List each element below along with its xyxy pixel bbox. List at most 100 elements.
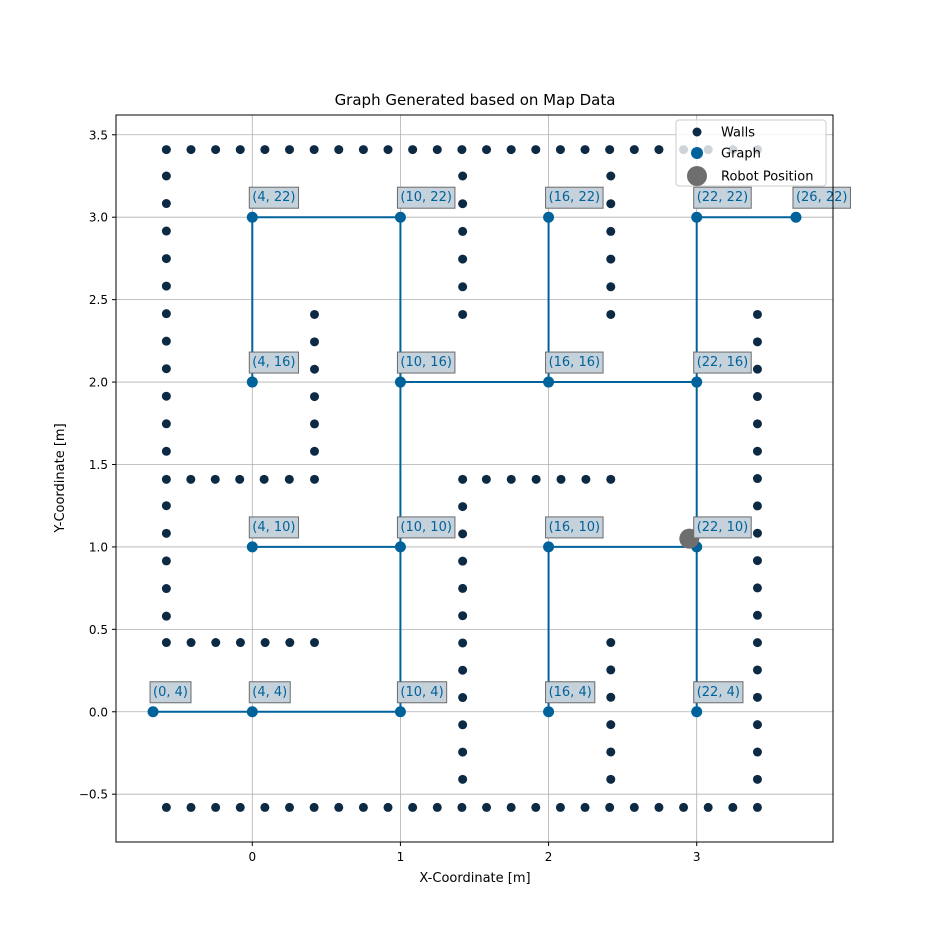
- node-label-text: (22, 10): [697, 520, 749, 535]
- node-label: (22, 4): [693, 681, 744, 704]
- wall-point: [210, 474, 220, 484]
- graph-nodes: [147, 211, 802, 718]
- graph-node: [691, 376, 703, 388]
- y-axis-ticks: −0.5 0.0 0.5 1.0 1.5 2.0 2.5 3.0 3.5: [79, 128, 116, 802]
- wall-point: [186, 474, 196, 484]
- wall-point: [752, 364, 762, 374]
- node-label-box: [396, 516, 456, 539]
- node-label-text: (16, 16): [549, 355, 601, 370]
- wall-point: [161, 446, 171, 456]
- wall-point: [458, 638, 468, 648]
- legend-marker: [687, 166, 707, 186]
- wall-point: [606, 720, 616, 730]
- wall-point: [556, 474, 566, 484]
- wall-point: [161, 254, 171, 264]
- wall-point: [531, 145, 541, 155]
- graph-node: [543, 211, 555, 223]
- wall-point: [752, 419, 762, 429]
- wall-point: [606, 474, 616, 484]
- node-label-text: (4, 16): [252, 355, 295, 370]
- wall-point: [703, 802, 713, 812]
- node-label: (22, 10): [693, 516, 752, 539]
- wall-point: [161, 556, 171, 566]
- wall-point: [186, 638, 196, 648]
- y-axis-label: Y-Coordinate [m]: [53, 423, 68, 533]
- wall-point: [161, 226, 171, 236]
- wall-point: [161, 611, 171, 621]
- y-tick-label: 3.0: [89, 211, 108, 225]
- legend-box: [675, 119, 827, 187]
- graph-node: [790, 211, 802, 223]
- wall-point: [606, 226, 616, 236]
- wall-point: [606, 692, 616, 702]
- wall-point: [310, 364, 320, 374]
- y-tick-label: 1.0: [89, 540, 108, 554]
- wall-point: [752, 501, 762, 511]
- node-label-box: [248, 516, 300, 539]
- wall-point: [752, 802, 762, 812]
- wall-point: [432, 145, 442, 155]
- graph-node: [246, 706, 258, 718]
- wall-point: [458, 254, 468, 264]
- y-tick-label: 1.5: [89, 458, 108, 472]
- wall-point: [310, 446, 320, 456]
- wall-point: [211, 145, 221, 155]
- node-label-text: (26, 22): [796, 190, 848, 205]
- wall-point: [458, 611, 468, 621]
- node-label-box: [545, 351, 604, 374]
- wall-point: [161, 309, 171, 319]
- node-label-box: [693, 186, 752, 209]
- wall-point: [752, 692, 762, 702]
- wall-point: [310, 419, 320, 429]
- node-label: (4, 4): [248, 681, 291, 704]
- legend-label: Robot Position: [721, 170, 813, 185]
- node-label-box: [792, 186, 851, 209]
- wall-point: [531, 802, 541, 812]
- wall-point: [752, 556, 762, 566]
- wall-point: [606, 199, 616, 209]
- x-axis-ticks: 0 1 2 3: [248, 842, 701, 864]
- wall-point: [358, 145, 368, 155]
- wall-point: [458, 720, 468, 730]
- wall-point: [235, 474, 245, 484]
- wall-point: [752, 774, 762, 784]
- wall-point: [606, 774, 616, 784]
- graph-node: [394, 211, 406, 223]
- legend-marker: [691, 147, 703, 159]
- graph-node: [394, 706, 406, 718]
- y-tick-label: 2.0: [89, 376, 108, 390]
- node-label-box: [693, 681, 744, 704]
- wall-point: [260, 145, 270, 155]
- wall-point: [482, 145, 492, 155]
- wall-point: [531, 474, 541, 484]
- node-label: (16, 22): [545, 186, 604, 209]
- node-labels: (0, 4) (4, 4) (10, 4) (16, 4) (22, 4) (4, 10)…: [149, 186, 851, 704]
- wall-point: [235, 802, 245, 812]
- plot-frame: [115, 114, 834, 843]
- wall-point: [285, 145, 295, 155]
- wall-point: [458, 665, 468, 675]
- wall-point: [482, 802, 492, 812]
- wall-point: [752, 638, 762, 648]
- wall-point: [285, 638, 295, 648]
- node-label-text: (4, 10): [252, 520, 295, 535]
- wall-point: [629, 145, 639, 155]
- wall-point: [458, 774, 468, 784]
- wall-point: [260, 802, 270, 812]
- wall-point: [458, 474, 468, 484]
- wall-point: [606, 309, 616, 319]
- graph-node: [543, 541, 555, 553]
- wall-point: [161, 145, 171, 155]
- wall-point: [383, 802, 393, 812]
- wall-point: [235, 638, 245, 648]
- wall-point: [161, 171, 171, 181]
- node-label: (0, 4): [149, 681, 192, 704]
- wall-point: [161, 501, 171, 511]
- node-label-box: [396, 681, 448, 704]
- x-tick-label: 1: [397, 850, 405, 864]
- wall-point: [161, 364, 171, 374]
- wall-point: [458, 747, 468, 757]
- wall-point: [629, 802, 639, 812]
- y-tick-label: 0.5: [89, 623, 108, 637]
